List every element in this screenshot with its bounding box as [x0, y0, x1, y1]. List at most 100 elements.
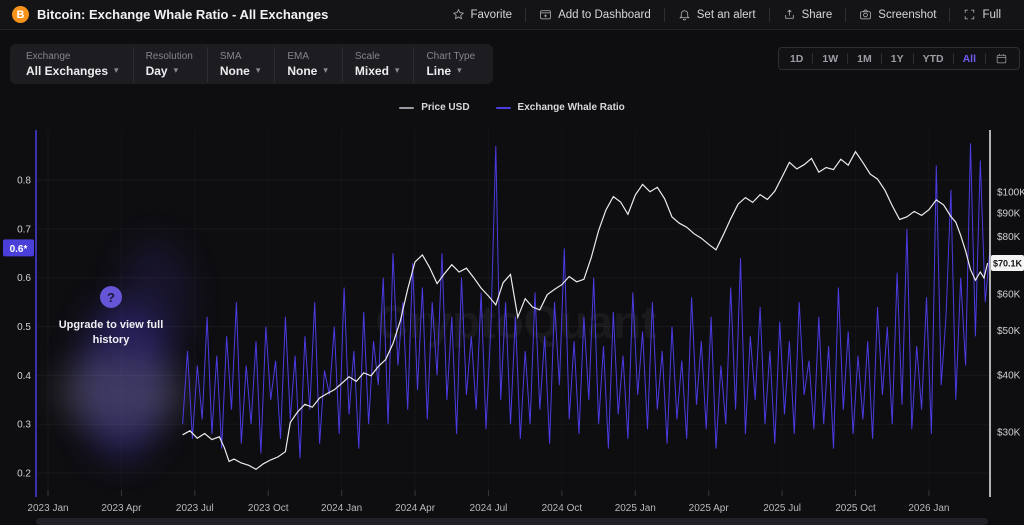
divider	[663, 7, 665, 22]
price-current-value: $70.1K	[993, 258, 1023, 268]
sma-select[interactable]: SMA None ▾	[206, 46, 275, 82]
chart-legend: Price USD Exchange Whale Ratio	[0, 102, 1024, 113]
chevron-down-icon: ▾	[255, 65, 261, 75]
x-tick-label: 2024 Jan	[321, 503, 362, 514]
legend-item-price[interactable]: Price USD	[399, 102, 470, 113]
chevron-down-icon: ▾	[114, 65, 119, 75]
range-1d[interactable]: 1D	[789, 52, 804, 65]
star-icon	[452, 8, 464, 20]
left-axis-tick-label: 0.3	[17, 420, 31, 431]
ema-value: None	[287, 63, 318, 78]
chart-controls: Exchange All Exchanges ▾ Resolution Day ▾ …	[10, 44, 494, 84]
x-tick-label: 2024 Oct	[542, 503, 583, 514]
divider	[880, 53, 882, 64]
camera-icon	[860, 9, 872, 20]
right-axis-tick-label: $80K	[997, 232, 1021, 243]
right-axis-tick-label: $90K	[997, 209, 1021, 220]
divider	[845, 7, 847, 22]
divider	[847, 53, 849, 64]
x-tick-label: 2023 Jan	[27, 503, 68, 514]
divider	[949, 7, 951, 22]
add-to-dashboard-button[interactable]: Add to Dashboard	[526, 0, 664, 29]
locked-history-blur	[78, 300, 168, 460]
upgrade-text: Upgrade to view full history	[58, 319, 164, 347]
price-legend-label: Price USD	[421, 102, 470, 113]
x-tick-label: 2024 Apr	[395, 503, 436, 514]
whale-ratio-current-value: 0.6*	[10, 244, 28, 255]
price-line	[182, 150, 989, 471]
left-axis-tick-label: 0.6	[17, 273, 31, 284]
chevron-down-icon: ▾	[173, 65, 179, 75]
share-label: Share	[801, 8, 833, 21]
locked-history-blur	[55, 355, 185, 430]
favorite-button[interactable]: Favorite	[439, 0, 526, 29]
question-mark-icon[interactable]: ?	[100, 286, 122, 308]
screenshot-label: Screenshot	[878, 8, 937, 21]
whale-ratio-line	[182, 143, 991, 459]
whale-ratio-line-swatch	[495, 106, 511, 109]
ema-select[interactable]: EMA None ▾	[274, 46, 342, 82]
right-axis-tick-label: $40K	[997, 370, 1021, 381]
chart-type-value: Line	[426, 63, 452, 78]
share-icon	[784, 9, 794, 19]
set-alert-label: Set an alert	[696, 8, 756, 21]
chart-type-select[interactable]: Chart Type Line ▾	[413, 46, 489, 82]
divider	[985, 53, 986, 64]
top-bar-actions: Favorite Add to Dashboard Set an alert S…	[439, 0, 1014, 29]
left-axis-tick-label: 0.8	[17, 176, 31, 187]
resolution-label: Resolution	[145, 50, 193, 62]
calendar-button[interactable]	[986, 52, 1017, 65]
whale-ratio-current-badge	[3, 239, 34, 257]
range-1m[interactable]: 1M	[857, 52, 872, 65]
range-ytd[interactable]: YTD	[922, 52, 944, 65]
scale-select[interactable]: Scale Mixed ▾	[341, 46, 414, 82]
chart-type-label: Chart Type	[426, 50, 476, 62]
calendar-icon	[996, 53, 1007, 64]
chevron-down-icon: ▾	[394, 65, 400, 75]
x-tick-label: 2023 Oct	[248, 503, 289, 514]
fullscreen-button[interactable]: Full	[950, 0, 1014, 29]
bell-icon	[679, 10, 690, 21]
range-all[interactable]: All	[962, 52, 976, 65]
divider	[768, 7, 770, 22]
chevron-down-icon: ▾	[457, 65, 462, 75]
left-axis-tick-label: 0.5	[17, 322, 31, 333]
left-axis-tick-label: 0.7	[17, 224, 31, 235]
whale-ratio-legend-label: Exchange Whale Ratio	[517, 102, 625, 113]
x-tick-label: 2023 Jul	[176, 503, 214, 514]
add-to-dashboard-label: Add to Dashboard	[558, 8, 651, 21]
x-tick-label: 2024 Jul	[470, 503, 508, 514]
dashboard-add-icon	[540, 10, 551, 20]
x-tick-label: 2025 Jul	[763, 503, 801, 514]
fullscreen-label: Full	[982, 8, 1001, 21]
range-1w[interactable]: 1W	[822, 52, 839, 65]
set-alert-button[interactable]: Set an alert	[665, 0, 769, 29]
resolution-select[interactable]: Resolution Day ▾	[132, 46, 207, 82]
price-line-swatch	[399, 106, 415, 109]
left-axis-tick-label: 0.2	[17, 469, 31, 480]
share-button[interactable]: Share	[770, 0, 846, 29]
exchange-value: All Exchanges	[26, 63, 109, 78]
x-tick-label: 2025 Jan	[615, 503, 656, 514]
fullscreen-icon	[965, 9, 975, 20]
screenshot-button[interactable]: Screenshot	[846, 0, 949, 29]
range-selector: 1D 1W 1M 1Y YTD All	[777, 47, 1020, 70]
x-tick-label: 2023 Apr	[101, 503, 142, 514]
range-1y[interactable]: 1Y	[890, 52, 904, 65]
resolution-value: Day	[145, 63, 168, 78]
x-tick-label: 2025 Apr	[689, 503, 730, 514]
page-title: Bitcoin: Exchange Whale Ratio - All Exch…	[37, 7, 329, 22]
right-axis-tick-label: $60K	[997, 289, 1021, 300]
x-tick-label: 2025 Oct	[835, 503, 876, 514]
top-bar: B Bitcoin: Exchange Whale Ratio - All Ex…	[0, 0, 1024, 30]
divider	[812, 53, 814, 64]
divider	[952, 53, 954, 64]
legend-item-whale-ratio[interactable]: Exchange Whale Ratio	[495, 102, 625, 113]
divider	[525, 7, 527, 22]
exchange-select[interactable]: Exchange All Exchanges ▾	[14, 47, 133, 82]
bitcoin-icon: B	[12, 6, 29, 23]
timeline-scrollbar[interactable]	[36, 518, 988, 525]
price-current-badge	[991, 254, 1024, 271]
